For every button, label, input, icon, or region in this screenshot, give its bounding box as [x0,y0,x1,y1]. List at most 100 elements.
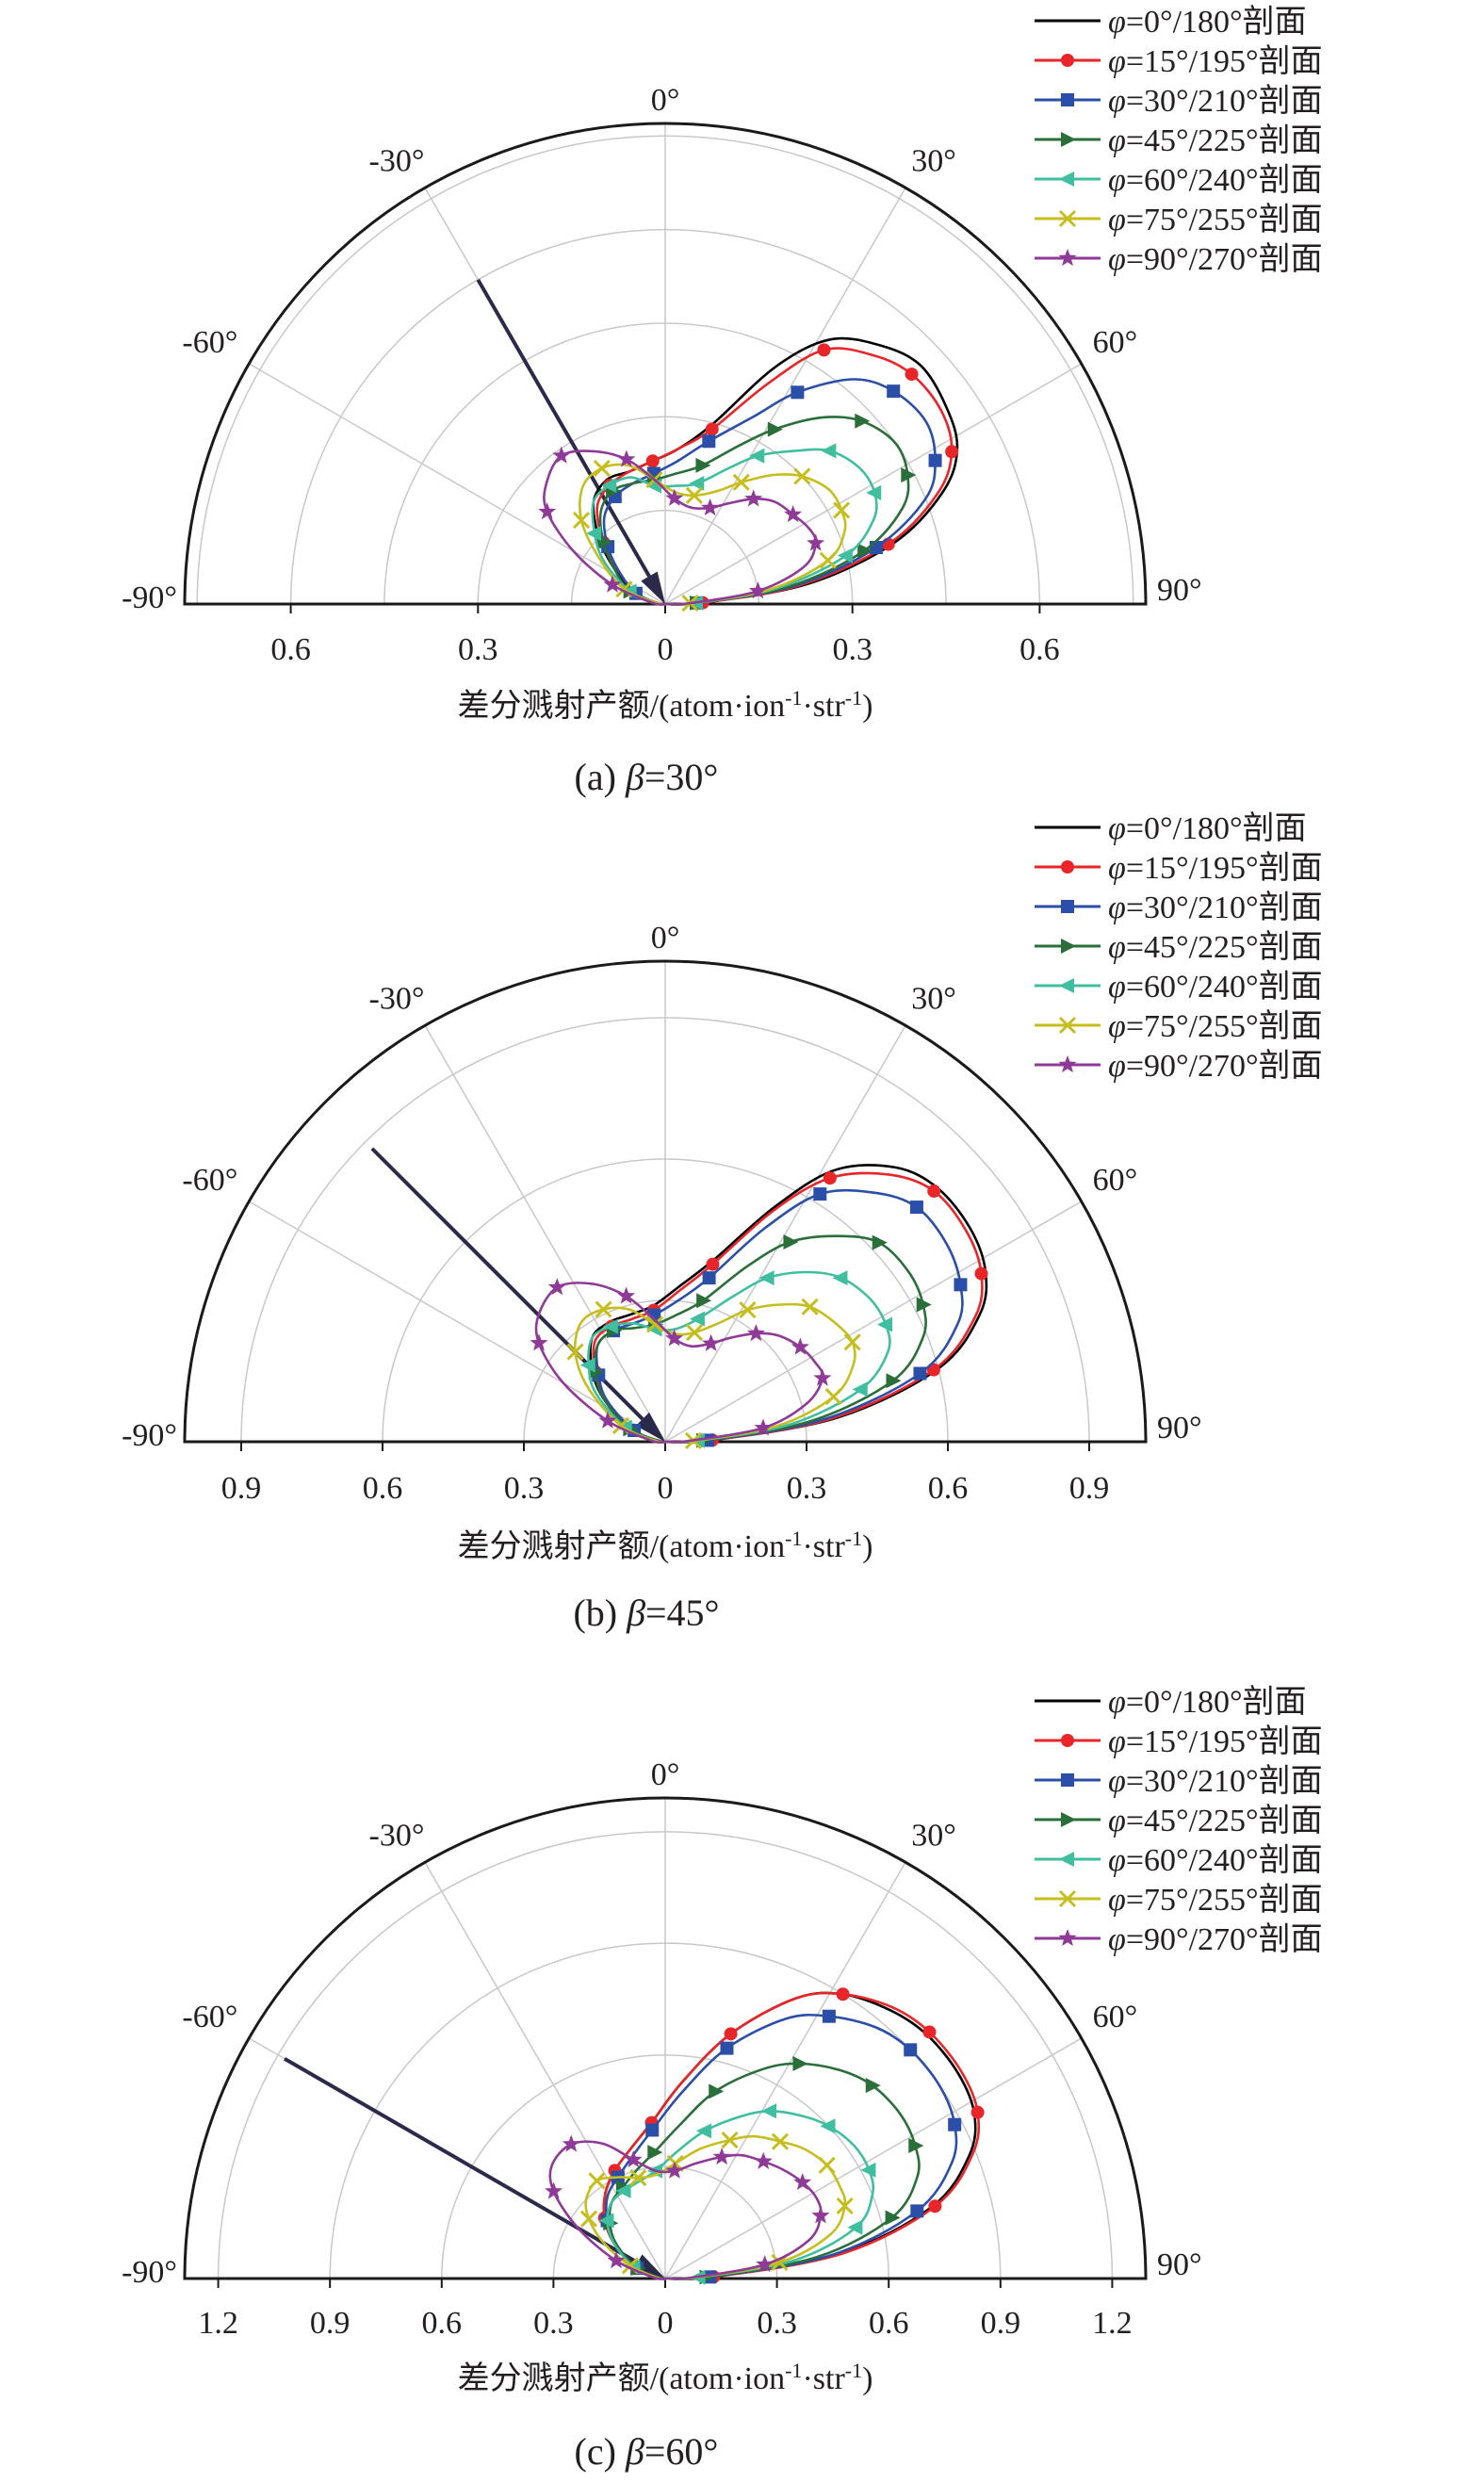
angle-label: -30° [369,981,425,1016]
data-point [860,2162,876,2178]
series-line [602,1991,977,2280]
legend-marker [1061,54,1074,67]
data-point [744,489,763,507]
data-point [869,541,883,555]
data-point [819,551,837,569]
legend-label: φ=45°/225°剖面 [1108,1803,1323,1838]
data-point [852,1381,868,1397]
data-point [665,488,684,506]
legend-marker [1059,1852,1074,1867]
series-2 [600,2009,962,2284]
series-4 [586,443,882,611]
legend-label: φ=60°/240°剖面 [1108,162,1323,198]
data-point [724,2027,738,2041]
data-point [702,434,716,449]
legend-label: φ=15°/195°剖面 [1108,850,1323,886]
angle-label: -30° [369,143,425,178]
legend-item: φ=90°/270°剖面 [1035,1048,1323,1084]
legend-marker [1058,209,1077,228]
data-point [832,1270,848,1286]
grid-spoke [424,1024,666,1443]
data-point [709,2083,725,2099]
legend-item: φ=90°/270°剖面 [1035,1921,1323,1957]
data-point [876,1316,892,1332]
polar-frame [183,959,1148,1444]
data-point [872,1234,888,1250]
series-line [584,2134,847,2280]
data-point [720,2041,734,2055]
series-6 [530,1278,832,1444]
angle-label: 30° [911,981,956,1016]
data-point [909,1201,923,1215]
data-point [818,2156,836,2174]
data-point [624,2150,643,2168]
legend-marker [1061,1773,1074,1787]
data-point [886,1373,902,1389]
x-axis-label: 差分溅射产额/(atom·ion-1·str-1) [458,686,873,725]
angle-label: -60° [182,2000,237,2034]
legend-item: φ=60°/240°剖面 [1035,162,1323,198]
data-point [954,1278,968,1292]
data-point [645,2123,660,2137]
legend-label: φ=45°/225°剖面 [1108,123,1323,158]
data-point [712,2148,731,2165]
x-tick-label: 1.2 [1092,2306,1133,2341]
data-point [948,2117,962,2132]
x-tick-label: 0.3 [458,632,498,667]
data-point [801,1298,819,1315]
series-line [534,1282,824,1444]
legend-label: φ=30°/210°剖面 [1108,890,1323,925]
data-point [695,2123,711,2139]
grid-spoke [664,1861,906,2279]
data-point [754,1418,773,1436]
series-0 [602,1991,977,2280]
data-point [598,2213,614,2229]
data-point [721,2132,739,2149]
polar-frame [183,122,1148,606]
data-point [647,2145,663,2161]
data-point [586,526,602,542]
data-point [813,1187,827,1201]
legend-marker [1058,1889,1077,1908]
legend-label: φ=45°/225°剖面 [1108,929,1323,965]
incident-ion-arrow [283,2057,639,2264]
legend-label: φ=90°/270°剖面 [1108,1921,1323,1957]
grid-spoke [248,1201,666,1443]
series-line [602,378,937,606]
x-tick-label: 0.3 [757,2306,797,2341]
data-point [857,543,873,559]
x-tick-label: 0.6 [363,1471,403,1506]
legend: φ=0°/180°剖面φ=15°/195°剖面 φ=30°/210°剖面 φ=45°… [1035,1684,1323,1957]
angle-label: 30° [911,143,956,178]
legend-marker [1061,132,1076,147]
grid-spoke [248,363,666,605]
x-tick-label: 0 [658,1471,674,1506]
series-line [598,416,910,606]
data-point [767,421,783,437]
x-tick-label: 0.3 [832,632,872,667]
legend-marker [1061,900,1074,913]
data-point [602,1318,618,1334]
grid-spoke [664,363,1083,605]
data-point [758,1270,775,1286]
data-point [865,2078,881,2094]
legend-item: φ=15°/195°剖面 [1035,1723,1323,1759]
data-point [588,2172,606,2190]
data-point [823,1171,837,1185]
legend-item: φ=15°/195°剖面 [1035,850,1323,886]
data-point [754,2151,773,2169]
data-point [905,368,919,382]
x-tick-label: 0.9 [221,1471,262,1506]
data-point [603,575,622,593]
legend-item: φ=60°/240°剖面 [1035,1842,1323,1878]
x-tick-label: 0.9 [981,2306,1021,2341]
legend-label: φ=15°/195°剖面 [1108,1723,1323,1759]
data-point [970,2105,985,2119]
legend-label: φ=30°/210°剖面 [1108,1763,1323,1799]
data-point [910,2204,924,2218]
data-point [689,476,705,492]
legend-marker [1061,1812,1076,1827]
grid-spoke [664,1201,1083,1443]
data-point [824,1388,842,1406]
data-point [813,1368,832,1386]
